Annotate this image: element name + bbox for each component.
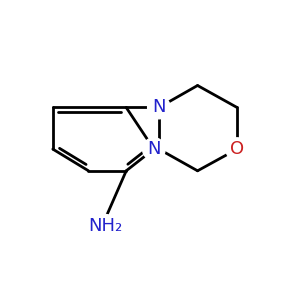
Text: NH₂: NH₂ xyxy=(88,217,122,235)
Circle shape xyxy=(94,214,117,237)
Circle shape xyxy=(142,138,165,161)
Circle shape xyxy=(226,138,248,161)
Text: O: O xyxy=(230,140,244,158)
Text: N: N xyxy=(152,98,166,116)
Circle shape xyxy=(148,96,170,119)
Text: N: N xyxy=(147,140,160,158)
